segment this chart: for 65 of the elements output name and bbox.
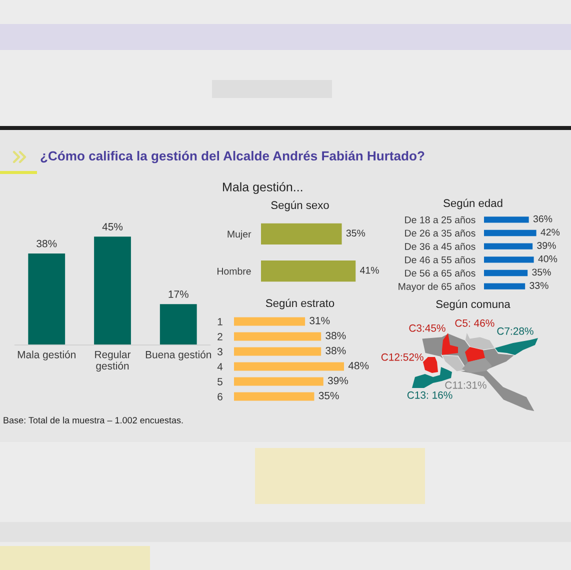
y-tick-label: 3 [217, 348, 222, 356]
chart-title: Según estrato [266, 298, 334, 310]
chart-subtitle: Según sexo [271, 200, 329, 212]
bar [484, 270, 528, 276]
data-label: 36% [533, 215, 552, 222]
data-label: : 16% [426, 391, 452, 399]
y-tick-label: Hombre [218, 268, 251, 275]
data-label: :52% [400, 353, 424, 361]
data-label: 35% [532, 268, 551, 276]
data-label: 39% [537, 242, 556, 249]
x-tick-label: Regular gestión [95, 350, 131, 372]
data-label: : 46% [468, 319, 494, 327]
y-tick-label: 1 [218, 318, 222, 326]
data-label: 40% [538, 255, 558, 262]
y-tick-label: 6 [218, 393, 222, 400]
bar [234, 347, 322, 356]
bar [234, 317, 306, 326]
x-tick-label: Mala gestión [18, 350, 76, 360]
data-label: 33% [530, 282, 548, 289]
data-label: 42% [540, 228, 560, 236]
chart-title: Según edad [444, 198, 502, 210]
data-label: 38% [326, 346, 346, 354]
y-tick-label: 2 [218, 333, 222, 340]
category-label: C13 [407, 391, 426, 399]
data-label: :28% [510, 327, 534, 335]
data-label: 41% [360, 266, 379, 274]
x-tick-label: Buena gestión [146, 350, 212, 360]
bar [234, 332, 322, 341]
data-label: 39% [328, 376, 348, 384]
data-label: 35% [346, 230, 366, 237]
y-tick-label: De 46 a 55 años [405, 256, 476, 264]
category-label: C11 [445, 381, 462, 389]
category-label: C12 [381, 353, 400, 361]
data-label: 31% [310, 316, 330, 324]
bar [484, 216, 529, 223]
bar [484, 243, 533, 250]
bar [484, 230, 536, 236]
category-label: C3 [409, 324, 422, 332]
bar [234, 362, 344, 371]
data-label: 38% [36, 240, 57, 248]
y-tick-label: Mujer [228, 230, 252, 240]
y-tick-label: De 36 a 45 años [405, 242, 476, 250]
y-tick-label: 5 [218, 378, 222, 386]
text: Según comuna [436, 300, 510, 310]
bar [484, 256, 534, 263]
data-label: 17% [168, 290, 188, 298]
data-label: 35% [318, 392, 339, 400]
data-label: :31% [464, 381, 486, 389]
y-tick-label: 4 [217, 363, 223, 370]
data-label: 45% [102, 223, 123, 230]
y-tick-label: Mayor de 65 años [398, 282, 476, 292]
y-tick-label: De 56 a 65 años [405, 270, 476, 277]
category-label: C7 [497, 327, 510, 335]
bar [484, 283, 526, 290]
text: Base: Total de la muestra – 1.002 encuestas. [4, 416, 183, 424]
bar [234, 377, 324, 386]
data-label: 48% [348, 362, 369, 370]
data-label: :45% [422, 324, 446, 332]
bar [234, 392, 314, 401]
chart-title: Mala gestión... [223, 182, 302, 194]
y-tick-label: De 18 a 25 años [405, 216, 476, 224]
data-label: 38% [326, 332, 346, 340]
chart-title: ¿Cómo califica la gestión del Alcalde Andrés Fabián Hurtado? [40, 150, 424, 164]
category-label: C5 [455, 319, 468, 327]
y-tick-label: De 26 a 35 años [405, 230, 476, 237]
